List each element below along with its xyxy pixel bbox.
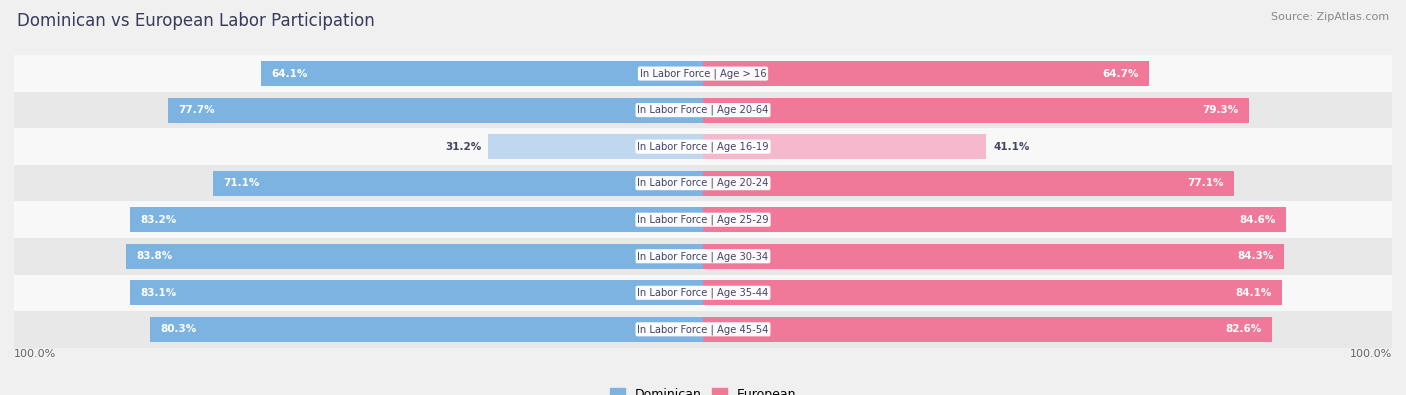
Text: 64.1%: 64.1% [271, 69, 308, 79]
Text: In Labor Force | Age 45-54: In Labor Force | Age 45-54 [637, 324, 769, 335]
Text: 100.0%: 100.0% [14, 350, 56, 359]
Bar [488, 134, 703, 159]
FancyBboxPatch shape [14, 238, 1392, 275]
Text: 77.1%: 77.1% [1187, 178, 1223, 188]
Bar [703, 134, 986, 159]
Text: 71.1%: 71.1% [224, 178, 260, 188]
Bar [214, 171, 703, 196]
Bar [703, 280, 1282, 305]
Text: 41.1%: 41.1% [993, 142, 1029, 152]
Text: 82.6%: 82.6% [1226, 324, 1261, 334]
Bar [131, 280, 703, 305]
FancyBboxPatch shape [14, 201, 1392, 238]
Bar [125, 244, 703, 269]
Bar [150, 317, 703, 342]
Text: 64.7%: 64.7% [1102, 69, 1139, 79]
Bar [703, 98, 1250, 122]
Text: In Labor Force | Age > 16: In Labor Force | Age > 16 [640, 68, 766, 79]
Text: 83.2%: 83.2% [141, 215, 176, 225]
Text: In Labor Force | Age 30-34: In Labor Force | Age 30-34 [637, 251, 769, 261]
FancyBboxPatch shape [14, 92, 1392, 128]
FancyBboxPatch shape [14, 311, 1392, 348]
Text: 77.7%: 77.7% [179, 105, 215, 115]
Bar [703, 317, 1272, 342]
Legend: Dominican, European: Dominican, European [605, 383, 801, 395]
Bar [129, 207, 703, 232]
Text: Source: ZipAtlas.com: Source: ZipAtlas.com [1271, 12, 1389, 22]
Text: In Labor Force | Age 20-24: In Labor Force | Age 20-24 [637, 178, 769, 188]
Text: Dominican vs European Labor Participation: Dominican vs European Labor Participatio… [17, 12, 374, 30]
Bar [262, 61, 703, 86]
Text: 83.1%: 83.1% [141, 288, 177, 298]
Text: 79.3%: 79.3% [1202, 105, 1239, 115]
FancyBboxPatch shape [14, 165, 1392, 201]
Bar [167, 98, 703, 122]
Bar [703, 207, 1286, 232]
FancyBboxPatch shape [14, 55, 1392, 92]
Text: In Labor Force | Age 35-44: In Labor Force | Age 35-44 [637, 288, 769, 298]
Text: 80.3%: 80.3% [160, 324, 197, 334]
Text: In Labor Force | Age 20-64: In Labor Force | Age 20-64 [637, 105, 769, 115]
Text: In Labor Force | Age 25-29: In Labor Force | Age 25-29 [637, 214, 769, 225]
Text: 83.8%: 83.8% [136, 251, 173, 261]
Text: 84.1%: 84.1% [1236, 288, 1272, 298]
Bar [703, 61, 1149, 86]
Text: 100.0%: 100.0% [1350, 350, 1392, 359]
FancyBboxPatch shape [14, 128, 1392, 165]
Text: 84.6%: 84.6% [1239, 215, 1275, 225]
Text: In Labor Force | Age 16-19: In Labor Force | Age 16-19 [637, 141, 769, 152]
Bar [703, 171, 1234, 196]
FancyBboxPatch shape [14, 275, 1392, 311]
Text: 31.2%: 31.2% [444, 142, 481, 152]
Bar [703, 244, 1284, 269]
Text: 84.3%: 84.3% [1237, 251, 1274, 261]
